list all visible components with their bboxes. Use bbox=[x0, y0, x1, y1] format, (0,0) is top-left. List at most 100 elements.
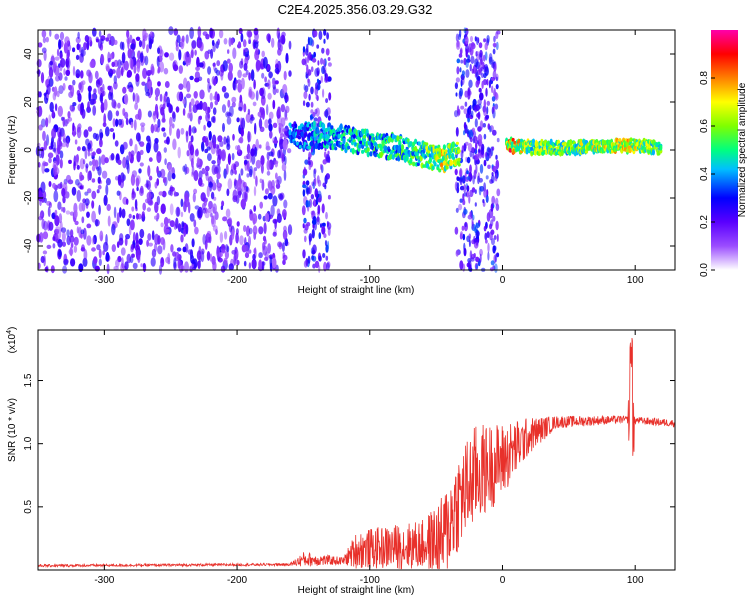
spectrogram-signal-cell bbox=[452, 141, 456, 148]
spectrogram-signal-cell bbox=[342, 132, 346, 138]
spectrogram-noise-cell bbox=[491, 238, 495, 246]
spectrogram-noise-cell bbox=[301, 205, 306, 216]
spectrogram-noise-cell bbox=[91, 158, 97, 167]
spectrogram-noise-cell bbox=[154, 201, 159, 213]
spectrogram-noise-cell bbox=[489, 231, 493, 241]
spectrogram-noise-cell bbox=[483, 72, 487, 79]
spectrogram-noise-cell bbox=[156, 166, 159, 175]
spectrogram-noise-cell bbox=[478, 42, 483, 49]
spectrogram-y-ticks: -40 -20 0 20 40 bbox=[23, 48, 675, 253]
spectrogram-noise-cell bbox=[49, 29, 52, 37]
spectrogram-noise-cell bbox=[75, 54, 80, 61]
spectrogram-noise-cell bbox=[217, 182, 220, 187]
spectrogram-noise-cell bbox=[258, 259, 263, 270]
spectrogram-noise-cell bbox=[42, 231, 49, 240]
spectrogram-noise-cell bbox=[188, 124, 192, 137]
spectrogram-noise-cell bbox=[159, 93, 163, 102]
spectrogram-signal-cell bbox=[530, 146, 534, 152]
spectrogram-noise-cell bbox=[70, 258, 76, 267]
spectrogram-x-tick-label: 100 bbox=[627, 275, 644, 286]
spectrogram-y-tick-label: 20 bbox=[23, 96, 34, 108]
spectrogram-noise-cell bbox=[101, 170, 108, 179]
spectrogram-noise-cell bbox=[146, 78, 152, 90]
spectrogram-noise-cell bbox=[63, 68, 66, 76]
spectrogram-noise-cell bbox=[124, 93, 129, 105]
spectrogram-noise-cell bbox=[80, 184, 85, 190]
spectrogram-noise-cell bbox=[469, 211, 472, 218]
spectrogram-noise-cell bbox=[57, 183, 63, 189]
spectrogram-noise-cell bbox=[468, 129, 474, 140]
spectrogram-noise-cell bbox=[72, 102, 77, 107]
spectrogram-noise-cell bbox=[488, 80, 491, 89]
spectrogram-noise-cell bbox=[171, 123, 175, 129]
spectrogram-noise-cell bbox=[243, 103, 247, 113]
spectrogram-noise-cell bbox=[124, 111, 129, 119]
spectrogram-noise-cell bbox=[158, 61, 165, 73]
spectrogram-noise-cell bbox=[465, 156, 468, 163]
spectrogram-noise-cell bbox=[63, 258, 69, 266]
spectrogram-signal-cell bbox=[309, 128, 313, 132]
spectrogram-noise-cell bbox=[87, 126, 93, 132]
spectrogram-noise-cell bbox=[62, 206, 66, 213]
spectrogram-noise-cell bbox=[80, 102, 84, 113]
spectrogram-signal-cell bbox=[424, 155, 428, 159]
svg-text:(x104): (x104) bbox=[6, 327, 18, 354]
spectrogram-noise-cell bbox=[495, 159, 500, 170]
spectrogram-noise-cell bbox=[456, 186, 460, 194]
spectrogram-noise-cell bbox=[275, 80, 279, 85]
spectrogram-noise-cell bbox=[462, 200, 466, 206]
spectrogram-signal-cell bbox=[337, 133, 341, 139]
spectrogram-noise-cell bbox=[310, 194, 315, 200]
spectrogram-noise-cell bbox=[261, 179, 265, 191]
spectrogram-noise-cell bbox=[198, 177, 203, 187]
spectrogram-noise-cell bbox=[253, 79, 256, 90]
spectrogram-noise-cell bbox=[454, 110, 459, 118]
spectrogram-noise-cell bbox=[111, 69, 116, 74]
spectrogram-noise-cell bbox=[105, 126, 110, 137]
spectrogram-noise-cell bbox=[122, 174, 126, 181]
spectrogram-noise-cell bbox=[271, 257, 277, 269]
spectrogram-noise-cell bbox=[169, 220, 175, 228]
spectrogram-noise-cell bbox=[147, 165, 151, 177]
spectrogram-noise-cell bbox=[304, 159, 309, 165]
spectrogram-noise-cell bbox=[465, 58, 469, 68]
spectrogram-noise-cell bbox=[486, 212, 491, 222]
spectrogram-noise-cell bbox=[114, 140, 119, 147]
spectrogram-noise-cell bbox=[89, 98, 95, 106]
spectrogram-noise-cell bbox=[253, 41, 259, 49]
spectrogram-noise-cell bbox=[489, 267, 494, 272]
spectrogram-signal-cell bbox=[452, 156, 456, 161]
spectrogram-noise-cell bbox=[199, 115, 202, 121]
spectrogram-signal-cell bbox=[339, 123, 343, 131]
spectrogram-noise-cell bbox=[87, 188, 92, 194]
spectrogram-noise-cell bbox=[305, 180, 310, 186]
spectrogram-noise-cell bbox=[469, 136, 473, 143]
spectrogram-noise-cell bbox=[222, 216, 228, 222]
spectrogram-noise-cell bbox=[164, 158, 167, 166]
spectrogram-noise-cell bbox=[111, 99, 117, 109]
spectrogram-noise-cell bbox=[268, 111, 274, 120]
spectrogram-noise-cell bbox=[138, 238, 143, 246]
spectrogram-noise-cell bbox=[266, 151, 270, 161]
spectrogram-noise-cell bbox=[246, 143, 251, 154]
spectrogram-noise-cell bbox=[139, 228, 145, 239]
spectrogram-noise-cell bbox=[181, 35, 185, 43]
spectrogram-noise-cell bbox=[492, 129, 497, 136]
spectrogram-noise-cell bbox=[227, 99, 231, 108]
spectrogram-noise-cell bbox=[312, 111, 316, 118]
spectrogram-noise-cell bbox=[130, 150, 135, 157]
spectrogram-noise-cell bbox=[224, 230, 228, 240]
spectrogram-noise-cell bbox=[199, 89, 205, 100]
spectrogram-noise-cell bbox=[311, 86, 313, 95]
spectrogram-signal-cell bbox=[322, 126, 326, 131]
spectrogram-signal-cell bbox=[449, 159, 453, 167]
spectrogram-noise-cell bbox=[212, 107, 217, 115]
spectrogram-noise-cell bbox=[45, 117, 49, 128]
spectrogram-noise-cell bbox=[239, 136, 244, 144]
spectrogram-noise-cell bbox=[471, 221, 475, 230]
spectrogram-noise-cell bbox=[245, 186, 249, 192]
spectrogram-noise-cell bbox=[77, 146, 81, 152]
spectrogram-noise-cell bbox=[131, 253, 135, 258]
spectrogram-noise-cell bbox=[191, 259, 196, 265]
